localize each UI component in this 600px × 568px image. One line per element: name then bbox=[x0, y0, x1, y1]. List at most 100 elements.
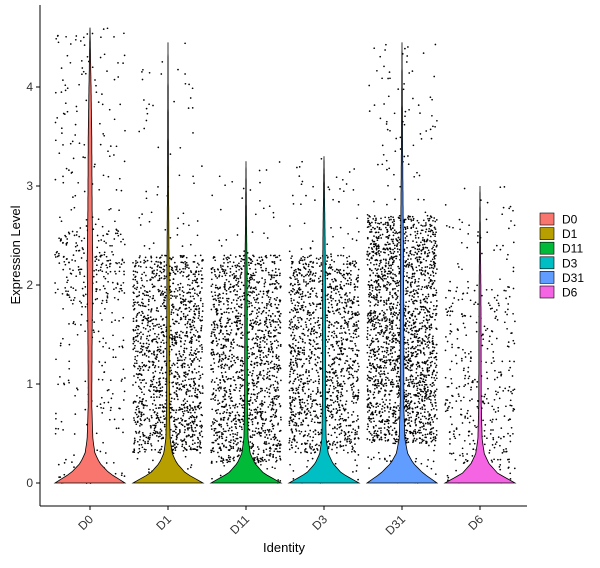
data-point bbox=[272, 384, 275, 386]
data-point bbox=[172, 306, 175, 309]
data-point bbox=[158, 279, 161, 281]
data-point bbox=[225, 329, 228, 332]
data-point bbox=[316, 449, 319, 451]
data-point bbox=[317, 258, 320, 261]
data-point bbox=[225, 345, 228, 348]
data-point bbox=[300, 430, 303, 433]
data-point bbox=[338, 340, 340, 343]
data-point bbox=[80, 302, 83, 304]
data-point bbox=[186, 266, 188, 269]
data-point bbox=[335, 336, 338, 338]
data-point bbox=[351, 238, 354, 240]
data-point bbox=[159, 452, 162, 454]
data-point bbox=[277, 422, 280, 425]
data-point bbox=[156, 193, 159, 196]
data-point bbox=[155, 272, 158, 275]
data-point bbox=[242, 400, 245, 403]
data-point bbox=[288, 250, 291, 253]
data-point bbox=[160, 277, 163, 279]
data-point bbox=[183, 431, 186, 434]
data-point bbox=[298, 412, 301, 414]
data-point bbox=[107, 230, 110, 233]
data-point bbox=[353, 397, 355, 399]
data-point bbox=[271, 276, 273, 279]
data-point bbox=[198, 378, 201, 381]
data-point bbox=[197, 370, 200, 373]
data-point bbox=[191, 328, 193, 331]
data-point bbox=[268, 298, 271, 301]
data-point bbox=[334, 462, 337, 465]
data-point bbox=[215, 299, 218, 302]
data-point bbox=[261, 311, 264, 313]
data-point bbox=[156, 335, 158, 338]
data-point bbox=[132, 291, 135, 294]
data-point bbox=[296, 363, 298, 366]
data-point bbox=[288, 291, 291, 294]
data-point bbox=[347, 301, 349, 303]
data-point bbox=[138, 447, 141, 450]
data-point bbox=[191, 433, 194, 436]
data-point bbox=[201, 267, 203, 270]
data-point bbox=[159, 407, 161, 409]
data-point bbox=[351, 349, 354, 352]
data-point bbox=[148, 366, 151, 369]
data-point bbox=[182, 414, 185, 417]
data-point bbox=[289, 345, 291, 348]
data-point bbox=[274, 329, 276, 332]
data-point bbox=[191, 420, 194, 423]
data-point bbox=[169, 428, 172, 431]
data-point bbox=[301, 406, 304, 409]
data-point bbox=[277, 318, 280, 320]
data-point bbox=[298, 335, 301, 338]
data-point bbox=[65, 276, 68, 279]
data-point bbox=[54, 91, 57, 94]
data-point bbox=[290, 318, 293, 321]
data-point bbox=[71, 140, 74, 143]
data-point bbox=[185, 256, 188, 259]
data-point bbox=[292, 418, 295, 421]
data-point bbox=[105, 271, 108, 273]
data-point bbox=[193, 380, 195, 383]
data-point bbox=[314, 399, 317, 401]
data-point bbox=[228, 280, 230, 283]
data-point bbox=[308, 360, 311, 362]
data-point bbox=[147, 330, 150, 333]
data-point bbox=[306, 434, 309, 437]
data-point bbox=[75, 35, 78, 37]
data-point bbox=[229, 325, 231, 328]
data-point bbox=[239, 387, 242, 389]
data-point bbox=[183, 351, 186, 353]
data-point bbox=[214, 328, 216, 331]
data-point bbox=[171, 341, 174, 344]
data-point bbox=[339, 425, 342, 428]
data-point bbox=[342, 190, 345, 193]
data-point bbox=[278, 320, 281, 322]
data-point bbox=[174, 265, 177, 268]
data-point bbox=[290, 346, 293, 349]
data-point bbox=[237, 375, 240, 378]
data-point bbox=[199, 335, 201, 338]
data-point bbox=[265, 360, 268, 363]
data-point bbox=[340, 432, 343, 435]
data-point bbox=[154, 365, 157, 367]
data-point bbox=[132, 337, 135, 340]
data-point bbox=[151, 340, 154, 343]
data-point bbox=[332, 427, 334, 430]
data-point bbox=[369, 224, 372, 227]
data-point bbox=[342, 263, 345, 265]
data-point bbox=[98, 188, 101, 191]
data-point bbox=[101, 103, 104, 106]
data-point bbox=[60, 91, 63, 93]
data-point bbox=[79, 40, 82, 42]
data-point bbox=[344, 320, 347, 322]
data-point bbox=[177, 283, 179, 286]
data-point bbox=[142, 68, 144, 71]
data-point bbox=[237, 297, 240, 299]
data-point bbox=[273, 283, 276, 285]
data-point bbox=[62, 241, 64, 244]
data-point bbox=[141, 349, 144, 351]
data-point bbox=[141, 310, 143, 313]
data-point bbox=[275, 459, 278, 462]
data-point bbox=[270, 305, 273, 308]
data-point bbox=[96, 246, 99, 249]
